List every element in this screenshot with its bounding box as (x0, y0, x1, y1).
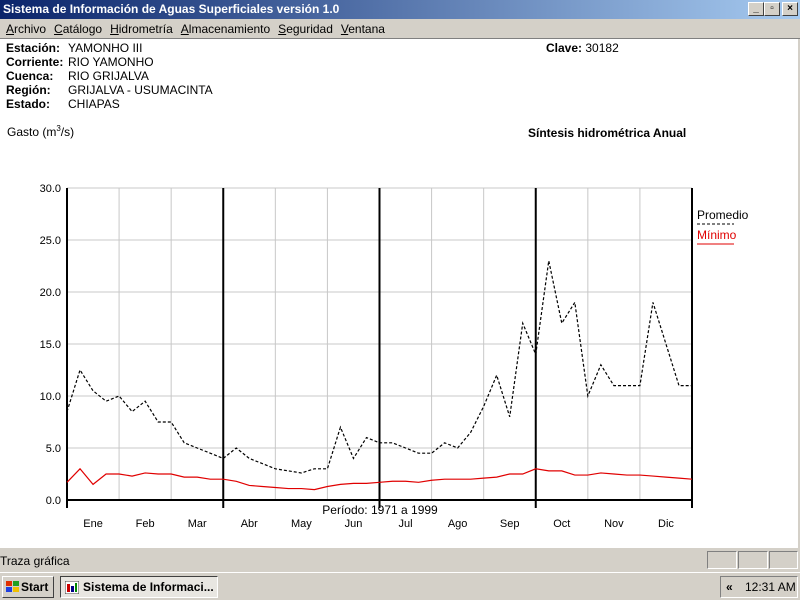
menu-ventana[interactable]: Ventana (337, 22, 389, 36)
y-tick-label: 25.0 (40, 235, 61, 247)
y-axis-label-unit: /s) (60, 125, 75, 139)
y-tick-label: 15.0 (40, 339, 61, 351)
minimize-icon: _ (753, 3, 759, 14)
series-line-minimo (66, 467, 693, 491)
menu-seguridad[interactable]: Seguridad (274, 22, 337, 36)
system-tray: « 12:31 AM (720, 576, 798, 598)
y-axis-label-text: Gasto (m (7, 125, 57, 139)
y-axis-label-sup: 3 (56, 124, 61, 133)
region-value: GRIJALVA - USUMACINTA (68, 83, 213, 97)
x-tick-label: Abr (241, 518, 258, 530)
close-icon: × (787, 3, 793, 14)
x-tick-label: Dic (658, 518, 674, 530)
window-titlebar[interactable]: Sistema de Información de Aguas Superfic… (0, 0, 800, 19)
minimize-button[interactable]: _ (748, 2, 764, 16)
menu-archivo-label: rchivo (14, 21, 47, 36)
estacion-value: YAMONHO III (68, 41, 143, 55)
x-tick-label: Oct (553, 518, 570, 530)
menu-hidrometria[interactable]: Hidrometría (106, 22, 177, 36)
window-title: Sistema de Información de Aguas Superfic… (3, 2, 340, 16)
status-text: Traza gráfica (0, 554, 70, 568)
chart-document: Estación: YAMONHO III Corriente: RIO YAMON… (0, 38, 800, 549)
status-bar: Traza gráfica (0, 548, 800, 572)
periodo-label: Período: 1971 a 1999 (322, 503, 438, 517)
menu-seguridad-label: eguridad (286, 21, 333, 36)
menu-ventana-key: V (340, 21, 349, 36)
estacion-label: Estación: (6, 41, 61, 55)
legend-label: Promedio (697, 208, 749, 222)
menu-hidrometria-label: idrometría (118, 21, 173, 36)
cuenca-label: Cuenca: (6, 69, 54, 83)
menu-almacenamiento[interactable]: Almacenamiento (177, 22, 274, 36)
menu-seguridad-key: S (278, 21, 287, 36)
menu-catalogo[interactable]: Catálogo (50, 22, 106, 36)
maximize-icon: ▫ (770, 3, 774, 14)
tray-expand-icon[interactable]: « (726, 580, 733, 594)
menu-catalogo-label: atálogo (62, 21, 103, 36)
taskbar-app-label: Sistema de Informaci... (83, 580, 214, 594)
clave: Clave: 30182 (546, 41, 619, 55)
x-tick-label: Nov (604, 518, 624, 530)
x-tick-label: Jul (399, 518, 413, 530)
clave-label: Clave: (546, 41, 583, 55)
estado-value: CHIAPAS (68, 97, 120, 111)
x-tick-label: Ene (83, 518, 103, 530)
cuenca-value: RIO GRIJALVA (68, 69, 149, 83)
app-icon (65, 581, 79, 594)
taskbar: Start Sistema de Informaci... « 12:31 AM (0, 572, 800, 600)
x-tick-label: Jun (345, 518, 363, 530)
status-panel-3 (769, 551, 798, 569)
x-tick-label: Ago (448, 518, 468, 530)
y-tick-label: 0.0 (46, 495, 61, 507)
hydro-chart: 0.0 5.0 10.0 15.0 20.0 25.0 30.0 Ene Feb Mar Abr Ma… (40, 183, 749, 530)
x-tick-label: Sep (500, 518, 520, 530)
clock: 12:31 AM (745, 580, 796, 594)
taskbar-app-item[interactable]: Sistema de Informaci... (60, 576, 218, 598)
menu-ventana-label: entana (348, 21, 385, 36)
x-tick-label: May (291, 518, 312, 530)
x-tick-label: Mar (188, 518, 207, 530)
corriente-label: Corriente: (6, 55, 64, 69)
chart-title: Síntesis hidrométrica Anual (528, 126, 687, 140)
menu-bar: Archivo Catálogo Hidrometría Almacenamie… (0, 19, 800, 38)
start-button[interactable]: Start (2, 576, 54, 598)
legend-label: Mínimo (697, 228, 737, 242)
status-panel-2 (738, 551, 768, 569)
estado-label: Estado: (6, 97, 51, 111)
menu-archivo[interactable]: Archivo (2, 22, 50, 36)
y-tick-label: 10.0 (40, 391, 61, 403)
x-tick-label: Feb (136, 518, 155, 530)
close-button[interactable]: × (782, 2, 798, 16)
y-tick-label: 5.0 (46, 443, 61, 455)
menu-hidrometria-key: H (110, 21, 119, 36)
clave-value: 30182 (585, 41, 619, 55)
status-panel-1 (707, 551, 737, 569)
maximize-button[interactable]: ▫ (764, 2, 780, 16)
menu-almacenamiento-label: lmacenamiento (188, 21, 271, 36)
menu-archivo-key: A (6, 21, 15, 36)
corriente-value: RIO YAMONHO (68, 55, 154, 69)
region-label: Región: (6, 83, 51, 97)
y-tick-label: 20.0 (40, 287, 61, 299)
menu-almacenamiento-key: A (180, 21, 189, 36)
windows-flag-icon (6, 581, 19, 592)
start-label: Start (21, 580, 49, 594)
series-line-promedio (66, 260, 692, 474)
y-axis-label: Gasto (m3/s) (7, 124, 74, 139)
y-tick-label: 30.0 (40, 183, 61, 195)
menu-catalogo-key: C (54, 21, 63, 36)
station-info: Estación: YAMONHO III Corriente: RIO YAMON… (6, 41, 213, 111)
